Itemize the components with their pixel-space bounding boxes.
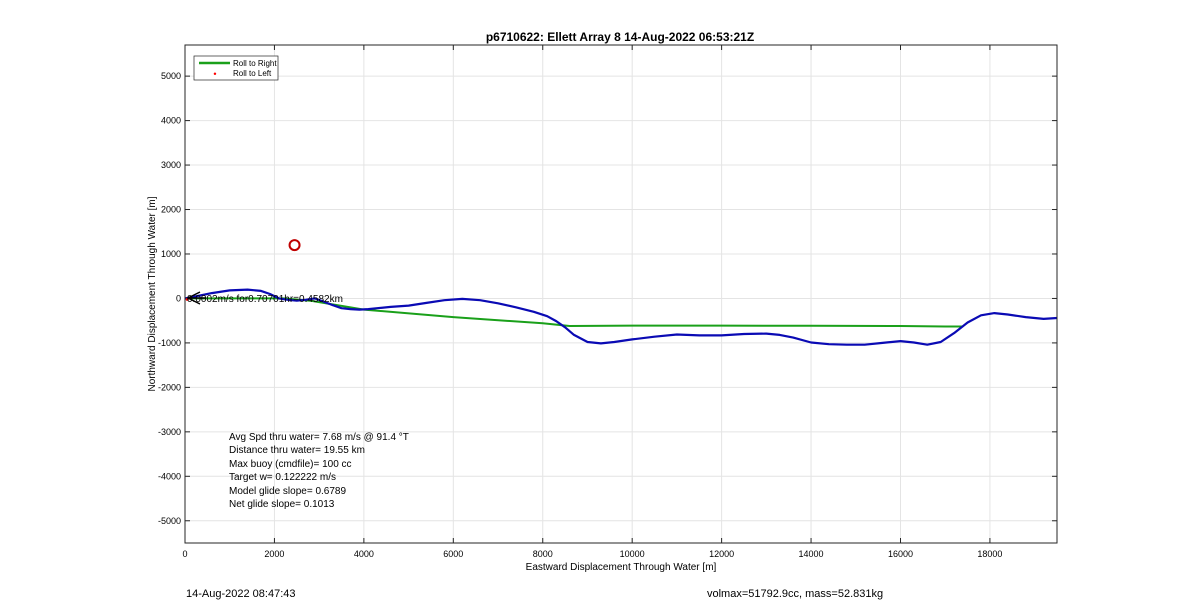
x-tick-label: 4000 (354, 549, 374, 559)
legend-label-roll-left: Roll to Left (233, 69, 272, 78)
y-tick-label: -1000 (158, 338, 181, 348)
y-tick-label: 4000 (161, 116, 181, 126)
x-axis-label: Eastward Displacement Through Water [m] (526, 562, 717, 573)
y-axis-label: Northward Displacement Through Water [m] (147, 196, 158, 391)
legend-label-roll-right: Roll to Right (233, 59, 277, 68)
stat-net-glide: Net glide slope= 0.1013 (229, 499, 335, 510)
x-tick-label: 8000 (533, 549, 553, 559)
stat-max-buoy: Max buoy (cmdfile)= 100 cc (229, 459, 352, 470)
x-tick-label: 10000 (620, 549, 645, 559)
target-marker (288, 239, 301, 252)
plot-frame (184, 44, 1058, 544)
stat-model-glide: Model glide slope= 0.6789 (229, 486, 346, 497)
footer-timestamp: 14-Aug-2022 08:47:43 (186, 588, 296, 600)
y-tick-label: 5000 (161, 71, 181, 81)
series-line-roll-right (185, 297, 964, 328)
chart-title: p6710622: Ellett Array 8 14-Aug-2022 06:… (486, 30, 754, 44)
y-tick-label: -3000 (158, 427, 181, 437)
series-line-track (184, 288, 1058, 346)
legend-box (193, 55, 279, 81)
x-tick-label: 18000 (977, 549, 1002, 559)
y-tick-label: -5000 (158, 516, 181, 526)
x-tick-label: 16000 (888, 549, 913, 559)
x-tick-label: 14000 (799, 549, 824, 559)
y-tick-label: 2000 (161, 205, 181, 215)
y-tick-label: -2000 (158, 382, 181, 392)
x-tick-label: 2000 (264, 549, 284, 559)
current-annotation: 0.0002m/s for0.70701hr=0.4582km (187, 294, 343, 305)
legend: Roll to Right • Roll to Left (193, 55, 279, 81)
markers-layer (185, 239, 301, 301)
x-tick-label: 12000 (709, 549, 734, 559)
current-arrow: 0.0002m/s for0.70701hr=0.4582km (186, 291, 343, 305)
series-layer (184, 288, 1058, 346)
stats-block: Avg Spd thru water= 7.68 m/s @ 91.4 °T D… (229, 432, 409, 510)
x-tick-label: 6000 (443, 549, 463, 559)
y-tick-label: 0 (176, 293, 181, 303)
current-arrow-head (186, 291, 201, 305)
footer-mass-info: volmax=51792.9cc, mass=52.831kg (707, 588, 884, 600)
y-tick-label: -4000 (158, 471, 181, 481)
stat-avg-speed: Avg Spd thru water= 7.68 m/s @ 91.4 °T (229, 432, 409, 443)
y-tick-label: 3000 (161, 160, 181, 170)
stat-target-w: Target w= 0.122222 m/s (229, 472, 336, 483)
stat-distance: Distance thru water= 19.55 km (229, 445, 365, 456)
grid-lines (184, 45, 1057, 543)
legend-swatch-roll-left: • (213, 69, 216, 79)
y-tick-label: 1000 (161, 249, 181, 259)
x-tick-label: 0 (182, 549, 187, 559)
